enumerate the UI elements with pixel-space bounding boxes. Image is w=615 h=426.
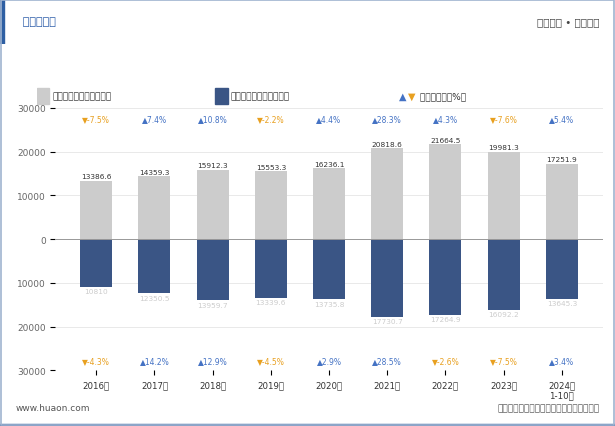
Bar	[138, 239, 170, 294]
Bar	[429, 239, 461, 315]
Text: 15912.3: 15912.3	[197, 163, 228, 169]
Text: ▲28.5%: ▲28.5%	[372, 356, 402, 365]
Bar	[197, 239, 229, 301]
Bar	[255, 172, 287, 239]
Text: ▲14.2%: ▲14.2%	[140, 356, 169, 365]
Text: ▲12.9%: ▲12.9%	[198, 356, 228, 365]
Text: 进口商品总值（亿美元）: 进口商品总值（亿美元）	[231, 92, 290, 101]
Bar	[546, 164, 578, 239]
Text: ▼-2.2%: ▼-2.2%	[257, 115, 285, 124]
Bar	[138, 177, 170, 239]
Text: 14359.3: 14359.3	[139, 170, 170, 176]
Text: ▼-4.5%: ▼-4.5%	[257, 356, 285, 365]
Bar	[0, 424, 615, 426]
Bar	[371, 149, 403, 239]
Text: 16092.2: 16092.2	[488, 311, 519, 317]
Text: 17264.9: 17264.9	[430, 317, 461, 322]
Bar	[488, 239, 520, 310]
Text: 10810: 10810	[84, 288, 108, 294]
Text: 12350.5: 12350.5	[139, 295, 170, 301]
Bar	[0, 0, 4, 45]
Text: ▲5.4%: ▲5.4%	[549, 115, 574, 124]
Text: 数据来源：中国海关，华经产业研究院整理: 数据来源：中国海关，华经产业研究院整理	[498, 403, 600, 412]
Text: ▲4.4%: ▲4.4%	[317, 115, 341, 124]
Text: 13959.7: 13959.7	[197, 302, 228, 308]
Text: 13645.3: 13645.3	[547, 301, 577, 307]
Bar	[488, 153, 520, 239]
Bar	[255, 239, 287, 298]
Text: 专业严谨 • 客观科学: 专业严谨 • 客观科学	[537, 17, 600, 27]
Text: ▲2.9%: ▲2.9%	[317, 356, 341, 365]
Text: 13386.6: 13386.6	[81, 174, 111, 180]
Bar	[80, 239, 113, 287]
Text: 13735.8: 13735.8	[314, 301, 344, 307]
Bar	[80, 181, 113, 239]
Text: 华经情报网: 华经情报网	[15, 17, 56, 27]
Text: ▼-7.6%: ▼-7.6%	[490, 115, 518, 124]
Text: ▼-4.3%: ▼-4.3%	[82, 356, 110, 365]
Text: 17251.9: 17251.9	[547, 157, 577, 163]
Text: 19981.3: 19981.3	[488, 145, 519, 151]
Text: ▼-7.5%: ▼-7.5%	[490, 356, 518, 365]
Text: 出口商品总值（亿美元）: 出口商品总值（亿美元）	[53, 92, 112, 101]
Bar	[37, 89, 49, 105]
Text: www.huaon.com: www.huaon.com	[15, 403, 90, 412]
Bar	[313, 169, 345, 239]
Text: 2016-2024年10月中国与亚太经济合作组织进、出口商品总值: 2016-2024年10月中国与亚太经济合作组织进、出口商品总值	[162, 58, 453, 72]
Text: ▲10.8%: ▲10.8%	[198, 115, 228, 124]
Text: ▲7.4%: ▲7.4%	[142, 115, 167, 124]
Bar	[197, 170, 229, 239]
Text: ▼-2.6%: ▼-2.6%	[432, 356, 459, 365]
Text: 21664.5: 21664.5	[430, 138, 461, 144]
Text: 13339.6: 13339.6	[256, 299, 286, 305]
Bar	[429, 145, 461, 239]
Text: 20818.6: 20818.6	[372, 141, 403, 147]
Text: ▲4.3%: ▲4.3%	[433, 115, 458, 124]
Text: 同比增长率（%）: 同比增长率（%）	[417, 92, 466, 101]
Bar	[546, 239, 578, 299]
Bar	[313, 239, 345, 299]
Text: ▲28.3%: ▲28.3%	[372, 115, 402, 124]
Bar	[371, 239, 403, 317]
Text: ▼-7.5%: ▼-7.5%	[82, 115, 110, 124]
Text: ▼: ▼	[408, 92, 415, 102]
Text: ▲3.4%: ▲3.4%	[549, 356, 574, 365]
Text: 15553.3: 15553.3	[256, 164, 286, 170]
Text: 16236.1: 16236.1	[314, 161, 344, 167]
Text: ▲: ▲	[399, 92, 407, 102]
Text: 17730.7: 17730.7	[372, 319, 403, 325]
Bar	[215, 89, 228, 105]
